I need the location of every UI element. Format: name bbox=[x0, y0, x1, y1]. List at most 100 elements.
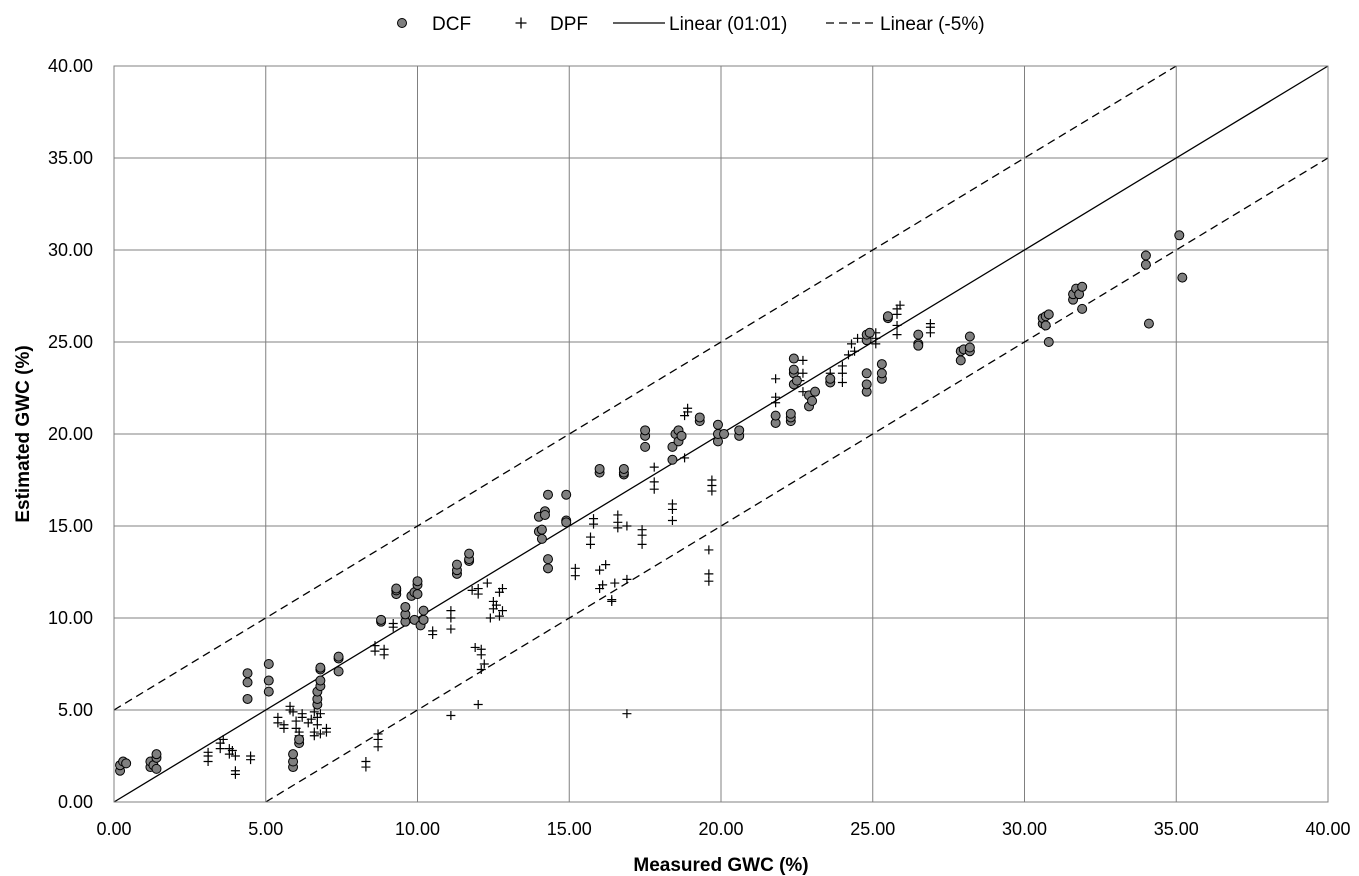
dcf-point bbox=[536, 524, 547, 535]
dcf-point bbox=[315, 662, 326, 673]
dcf-point bbox=[242, 693, 253, 704]
legend-item-dpf: DPF bbox=[515, 14, 588, 35]
dcf-point bbox=[955, 355, 966, 366]
y-tick-label: 35.00 bbox=[48, 148, 93, 168]
dcf-point bbox=[640, 425, 651, 436]
dcf-point bbox=[861, 368, 872, 379]
legend: DCF DPF Linear (01:01) Linear (-5%) bbox=[397, 14, 985, 35]
dpf-point bbox=[837, 361, 847, 371]
dpf-point bbox=[312, 720, 322, 730]
dpf-point bbox=[388, 619, 398, 629]
dpf-point bbox=[853, 333, 863, 343]
dpf-point bbox=[370, 641, 380, 651]
dcf-point bbox=[561, 517, 572, 528]
legend-item-linear-1to1: Linear (01:01) bbox=[613, 14, 787, 35]
x-axis-ticks: 0.00 5.00 10.00 15.00 20.00 25.00 30.00 35.00 40… bbox=[96, 819, 1350, 839]
dcf-point bbox=[543, 563, 554, 574]
dpf-point bbox=[446, 624, 456, 634]
dpf-point bbox=[446, 606, 456, 616]
dpf-point bbox=[428, 626, 438, 636]
dpf-point bbox=[667, 499, 677, 509]
dpf-point bbox=[601, 560, 611, 570]
dcf-point bbox=[1143, 318, 1154, 329]
dcf-point bbox=[288, 749, 299, 760]
dcf-point bbox=[719, 429, 730, 439]
dcf-point bbox=[333, 666, 344, 677]
dpf-point bbox=[704, 545, 714, 555]
dcf-point bbox=[825, 373, 836, 384]
dpf-point bbox=[843, 350, 853, 360]
dcf-point bbox=[640, 441, 651, 452]
dcf-point bbox=[333, 651, 344, 662]
dcf-point bbox=[861, 379, 872, 390]
legend-item-linear-5pct: Linear (-5%) bbox=[826, 14, 985, 35]
dpf-point bbox=[589, 514, 599, 524]
dpf-point bbox=[246, 751, 256, 761]
dcf-point bbox=[263, 659, 274, 669]
legend-item-dcf: DCF bbox=[397, 14, 471, 35]
dcf-point bbox=[391, 583, 402, 594]
dpf-point bbox=[309, 727, 319, 737]
dpf-point bbox=[315, 729, 325, 739]
dpf-point bbox=[482, 578, 492, 588]
dpf-point bbox=[473, 584, 483, 594]
dpf-point bbox=[479, 659, 489, 669]
series-dcf bbox=[115, 230, 1188, 776]
y-tick-label: 5.00 bbox=[58, 700, 93, 720]
dpf-point bbox=[680, 453, 690, 463]
dpf-point bbox=[622, 574, 632, 584]
dcf-point bbox=[561, 489, 572, 500]
dcf-point bbox=[1043, 309, 1054, 320]
y-tick-label: 20.00 bbox=[48, 424, 93, 444]
dcf-point bbox=[412, 589, 423, 600]
dpf-point bbox=[707, 475, 717, 485]
dpf-point bbox=[306, 714, 316, 724]
y-tick-label: 15.00 bbox=[48, 516, 93, 536]
dcf-point bbox=[618, 463, 629, 474]
dcf-point bbox=[676, 430, 687, 441]
dcf-point bbox=[1077, 281, 1088, 292]
dcf-point bbox=[913, 340, 924, 351]
dcf-point bbox=[876, 359, 887, 370]
dcf-point bbox=[543, 554, 554, 565]
x-tick-label: 0.00 bbox=[96, 819, 131, 839]
dcf-point bbox=[263, 686, 274, 697]
dcf-point bbox=[667, 454, 678, 465]
x-tick-label: 25.00 bbox=[850, 819, 895, 839]
dpf-point bbox=[595, 565, 605, 575]
y-tick-label: 40.00 bbox=[48, 56, 93, 76]
dpf-point bbox=[771, 392, 781, 402]
dcf-point bbox=[418, 605, 429, 616]
dcf-point bbox=[1140, 259, 1151, 270]
y-tick-label: 0.00 bbox=[58, 792, 93, 812]
dcf-point bbox=[315, 675, 326, 686]
dpf-point bbox=[467, 585, 477, 595]
x-tick-label: 10.00 bbox=[395, 819, 440, 839]
dcf-point bbox=[788, 364, 799, 375]
dcf-point bbox=[964, 331, 975, 342]
dpf-point bbox=[925, 319, 935, 329]
y-axis-title: Estimated GWC (%) bbox=[13, 345, 34, 522]
dpf-point bbox=[446, 711, 456, 721]
dcf-point bbox=[810, 386, 821, 397]
dcf-point bbox=[1140, 250, 1151, 261]
dpf-point bbox=[379, 644, 389, 654]
y-tick-label: 10.00 bbox=[48, 608, 93, 628]
dpf-point bbox=[218, 734, 228, 744]
dcf-point bbox=[539, 509, 550, 520]
dpf-point bbox=[203, 747, 213, 757]
legend-dpf-marker bbox=[515, 17, 527, 29]
dpf-point bbox=[476, 665, 486, 675]
dcf-point bbox=[400, 601, 411, 612]
dpf-point bbox=[847, 339, 857, 349]
dpf-point bbox=[649, 462, 659, 472]
dcf-point bbox=[667, 441, 678, 452]
dcf-point bbox=[964, 342, 975, 353]
dpf-point bbox=[771, 374, 781, 384]
dcf-point bbox=[412, 576, 423, 587]
dpf-point bbox=[361, 757, 371, 767]
dpf-point bbox=[491, 600, 501, 610]
dpf-point bbox=[637, 525, 647, 535]
dcf-point bbox=[788, 353, 799, 364]
